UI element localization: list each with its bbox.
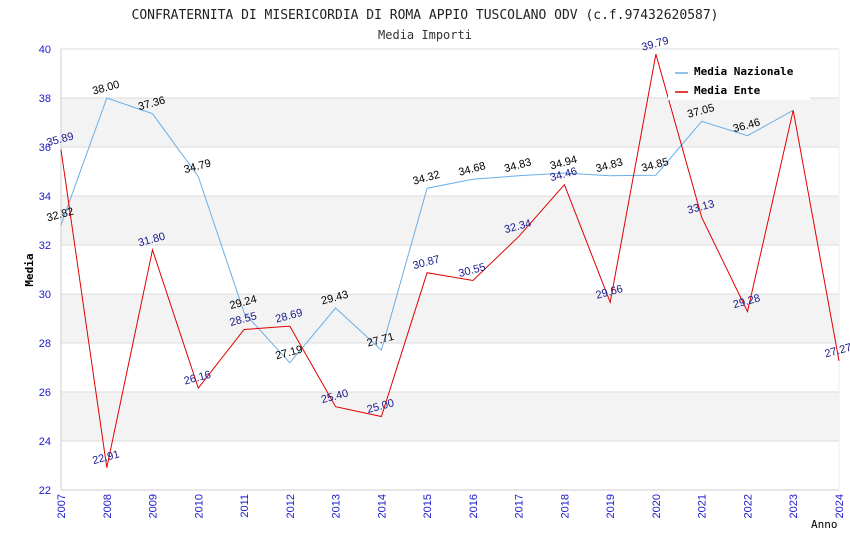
gridlines bbox=[61, 48, 839, 491]
x-tick-labels: 2007 2008 2009 2010 2011 2012 2013 2014 2015 2016… bbox=[56, 494, 846, 518]
legend-label-media-ente: Media Ente bbox=[694, 84, 761, 97]
grid-band bbox=[61, 294, 839, 343]
y-tick-label: 36 bbox=[39, 142, 51, 154]
x-tick-label: 2016 bbox=[468, 494, 480, 518]
data-label: 34.83 bbox=[503, 156, 533, 175]
data-label: 34.32 bbox=[411, 169, 441, 188]
y-tick-label: 30 bbox=[39, 289, 51, 301]
y-axis-label: Media bbox=[23, 253, 36, 286]
x-tick-label: 2010 bbox=[193, 494, 205, 518]
x-tick-label: 2007 bbox=[56, 494, 68, 518]
grid-bands bbox=[61, 98, 839, 441]
x-tick-label: 2014 bbox=[376, 494, 388, 518]
x-tick-label: 2011 bbox=[239, 494, 251, 518]
y-tick-label: 34 bbox=[39, 191, 51, 203]
data-label: 27.19 bbox=[274, 344, 304, 363]
data-label: 30.55 bbox=[457, 261, 487, 280]
x-tick-label: 2008 bbox=[102, 494, 114, 518]
series-lines bbox=[60, 53, 840, 468]
grid-band bbox=[61, 392, 839, 441]
series-line-media-ente bbox=[60, 53, 840, 468]
chart-subtitle: Media Importi bbox=[378, 28, 472, 42]
x-axis-label: Anno bbox=[811, 518, 838, 531]
y-tick-label: 38 bbox=[39, 93, 51, 105]
series-line-media-nazionale bbox=[60, 97, 794, 364]
x-tick-label: 2017 bbox=[514, 494, 526, 518]
x-tick-label: 2013 bbox=[331, 494, 343, 518]
y-tick-labels: 22 24 26 28 30 32 34 36 38 40 bbox=[39, 44, 51, 497]
axes bbox=[60, 49, 840, 491]
y-tick-label: 28 bbox=[39, 338, 51, 350]
data-label: 34.85 bbox=[640, 156, 670, 175]
x-tick-label: 2012 bbox=[285, 494, 297, 518]
x-tick-label: 2018 bbox=[559, 494, 571, 518]
x-tick-label: 2015 bbox=[422, 494, 434, 518]
x-tick-label: 2020 bbox=[651, 494, 663, 518]
y-tick-label: 22 bbox=[39, 485, 51, 497]
legend-label-media-nazionale: Media Nazionale bbox=[694, 65, 794, 78]
grid-band bbox=[61, 98, 839, 147]
x-tick-label: 2021 bbox=[697, 494, 709, 518]
data-label: 38.00 bbox=[91, 79, 121, 98]
x-tick-label: 2022 bbox=[742, 494, 754, 518]
grid-band bbox=[61, 196, 839, 245]
chart-title: CONFRATERNITA DI MISERICORDIA DI ROMA AP… bbox=[132, 8, 719, 23]
y-tick-label: 40 bbox=[39, 44, 51, 56]
legend: Media Nazionale Media Ente bbox=[668, 60, 810, 100]
data-label: 34.83 bbox=[595, 156, 625, 175]
x-tick-label: 2024 bbox=[834, 494, 846, 518]
data-label: 34.79 bbox=[183, 157, 213, 176]
x-tick-label: 2023 bbox=[788, 494, 800, 518]
y-tick-label: 32 bbox=[39, 240, 51, 252]
data-label: 34.68 bbox=[457, 160, 487, 179]
data-label: 39.79 bbox=[640, 35, 670, 54]
x-tick-label: 2019 bbox=[605, 494, 617, 518]
y-tick-label: 26 bbox=[39, 387, 51, 399]
data-label: 27.27 bbox=[823, 342, 850, 361]
legend-box bbox=[668, 60, 810, 100]
x-tick-label: 2009 bbox=[148, 494, 160, 518]
y-tick-label: 24 bbox=[39, 436, 51, 448]
data-label: 30.87 bbox=[411, 253, 441, 272]
